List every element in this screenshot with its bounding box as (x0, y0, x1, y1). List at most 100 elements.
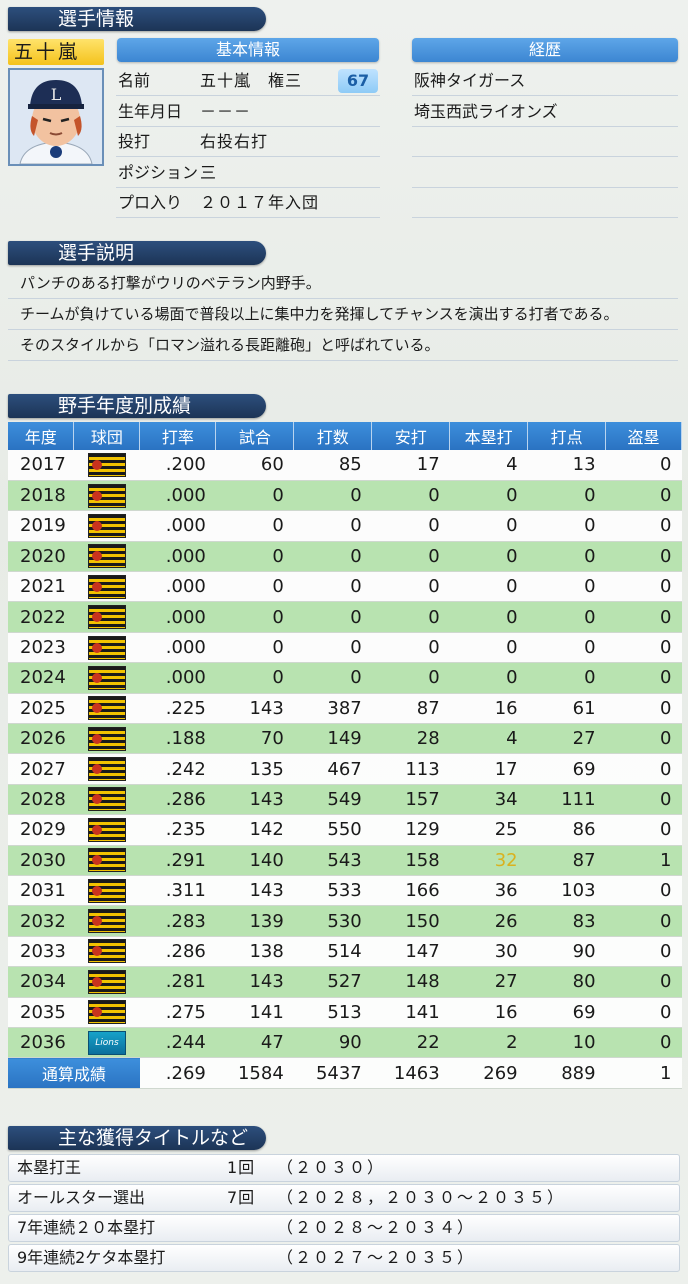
avg-cell: .283 (139, 905, 216, 937)
rbi-cell: 0 (527, 541, 606, 573)
table-row[interactable]: 2028 .286 143 549 157 34 111 0 (8, 784, 682, 816)
avg-cell: .000 (139, 510, 216, 542)
h-cell: 113 (371, 753, 450, 785)
total-hr-cell: 269 (449, 1057, 528, 1089)
g-cell: 143 (215, 693, 294, 725)
info-row: ポジション三 (116, 158, 380, 188)
table-row[interactable]: 2020.000 0 0 0 0 0 0 (8, 541, 682, 573)
avg-cell: .286 (139, 936, 216, 968)
g-cell: 0 (215, 541, 294, 573)
hr-cell: 26 (449, 905, 528, 937)
table-row[interactable]: 2032 .283 139 530 150 26 83 0 (8, 905, 682, 937)
title-years: （２０２８～２０３４） (277, 1218, 476, 1237)
rbi-cell: 0 (527, 632, 606, 664)
avg-cell: .000 (139, 480, 216, 512)
title-count: 7回 (227, 1188, 256, 1207)
total-ab-cell: 5437 (293, 1057, 372, 1089)
tigers-logo-icon (87, 1000, 126, 1025)
avatar: L (8, 68, 104, 166)
table-row[interactable]: 2030 .291 140 543 158 32 87 1 (8, 845, 682, 876)
hr-cell: 30 (449, 936, 528, 968)
table-row[interactable]: 2031 .311 143 533 166 36 103 0 (8, 875, 682, 907)
career-row (412, 188, 678, 218)
ab-cell: 90 (293, 1027, 372, 1059)
table-row[interactable]: 2021.000 0 0 0 0 0 0 (8, 571, 682, 603)
table-row[interactable]: 2033 .286 138 514 147 30 90 0 (8, 936, 682, 968)
team-cell: Lions (73, 1027, 140, 1059)
sb-cell: 0 (605, 905, 682, 937)
table-row[interactable]: 2034 .281 143 527 148 27 80 0 (8, 966, 682, 998)
tigers-logo-icon (87, 969, 126, 994)
table-row[interactable]: 2024.000 0 0 0 0 0 0 (8, 662, 682, 694)
avg-cell: .281 (139, 966, 216, 998)
sb-cell: 0 (605, 875, 682, 907)
tigers-logo-icon (87, 757, 126, 782)
rbi-cell: 13 (527, 450, 606, 481)
year-cell: 2024 (8, 662, 74, 694)
table-row[interactable]: 2029 .235 142 550 129 25 86 0 (8, 814, 682, 846)
tigers-logo-icon (87, 726, 126, 751)
team-cell (73, 541, 140, 573)
hr-cell: 16 (449, 997, 528, 1028)
team-cell (73, 875, 140, 907)
avg-cell: .000 (139, 541, 216, 573)
tigers-logo-icon (87, 513, 126, 538)
avg-cell: .188 (139, 723, 216, 755)
g-cell: 0 (215, 662, 294, 694)
avg-cell: .244 (139, 1027, 216, 1059)
year-cell: 2020 (8, 541, 74, 573)
h-cell: 0 (371, 510, 450, 542)
tigers-logo-icon (87, 605, 126, 630)
table-row[interactable]: 2022.000 0 0 0 0 0 0 (8, 601, 682, 633)
table-row[interactable]: 2018.000 0 0 0 0 0 0 (8, 480, 682, 512)
table-row[interactable]: 2027 .242 135 467 113 17 69 0 (8, 753, 682, 785)
stats-header: 野手年度別成績 (8, 394, 266, 418)
sb-cell: 0 (605, 450, 682, 481)
team-cell (73, 784, 140, 816)
info-label: 生年月日 (118, 101, 183, 121)
g-cell: 139 (215, 905, 294, 937)
h-cell: 129 (371, 814, 450, 846)
lions-logo-icon: Lions (87, 1030, 126, 1055)
table-row[interactable]: 2025 .225 143 387 87 16 61 0 (8, 693, 682, 725)
ab-cell: 513 (293, 997, 372, 1028)
hr-cell: 0 (449, 480, 528, 512)
ab-cell: 543 (293, 845, 372, 876)
team-cell (73, 845, 140, 876)
hr-cell: 2 (449, 1027, 528, 1059)
h-cell: 150 (371, 905, 450, 937)
hr-cell: 0 (449, 601, 528, 633)
ab-cell: 533 (293, 875, 372, 907)
title-row: 7年連続２０本塁打 （２０２８～２０３４） (8, 1214, 680, 1242)
page-title: 選手情報 (8, 7, 266, 31)
g-cell: 47 (215, 1027, 294, 1059)
h-cell: 22 (371, 1027, 450, 1059)
table-row[interactable]: 2019.000 0 0 0 0 0 0 (8, 510, 682, 542)
table-row[interactable]: 2026 .188 70 149 28 4 27 0 (8, 723, 682, 755)
g-cell: 60 (215, 450, 294, 481)
career-team: 埼玉西武ライオンズ (412, 97, 678, 127)
info-value: 右投右打 (200, 132, 269, 151)
table-row[interactable]: 2035.275 141 513 141 16 69 0 (8, 997, 682, 1028)
g-cell: 0 (215, 632, 294, 664)
year-cell: 2018 (8, 480, 74, 512)
tigers-logo-icon (87, 909, 126, 934)
description-line: そのスタイルから「ロマン溢れる長距離砲」と呼ばれている。 (8, 330, 678, 361)
table-row[interactable]: 2017 .200 60 85 17 4 13 0 (8, 450, 682, 481)
ab-cell: 549 (293, 784, 372, 816)
rbi-cell: 86 (527, 814, 606, 846)
year-cell: 2026 (8, 723, 74, 755)
sb-cell: 0 (605, 693, 682, 725)
avg-cell: .235 (139, 814, 216, 846)
year-cell: 2022 (8, 601, 74, 633)
info-row: 名前 五十嵐 権三 (116, 66, 380, 96)
table-row[interactable]: 2023.000 0 0 0 0 0 0 (8, 632, 682, 664)
sb-cell: 0 (605, 510, 682, 542)
info-value: 三 (200, 162, 218, 182)
hr-cell: 32 (449, 845, 528, 876)
table-row[interactable]: 2036 Lions .244 47 90 22 2 10 0 (8, 1027, 682, 1059)
title-row: 9年連続2ケタ本塁打 （２０２７～２０３５） (8, 1244, 680, 1272)
sb-cell: 1 (605, 845, 682, 876)
total-h-cell: 1463 (371, 1057, 450, 1089)
career-team: 阪神タイガース (412, 66, 678, 96)
